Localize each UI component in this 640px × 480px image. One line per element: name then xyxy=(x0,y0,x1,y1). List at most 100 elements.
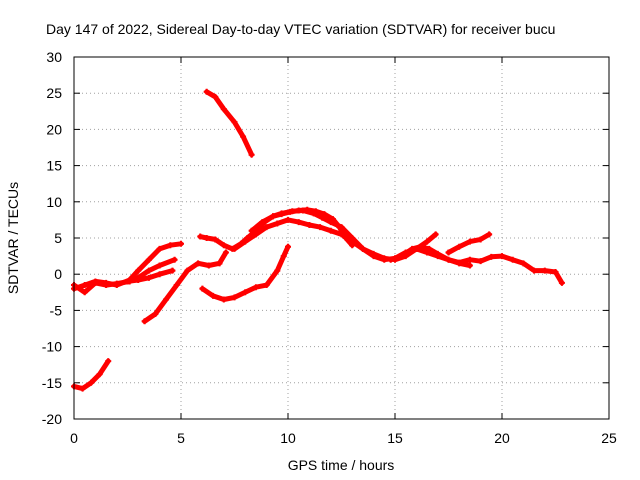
y-tick-label: 10 xyxy=(46,194,62,210)
data-point xyxy=(259,219,266,226)
tick-marks xyxy=(73,56,610,420)
data-point xyxy=(426,245,433,252)
data-point xyxy=(509,256,516,263)
data-point xyxy=(156,245,163,252)
data-point xyxy=(210,292,217,299)
data-point xyxy=(417,243,424,250)
y-tick-label: 15 xyxy=(46,158,62,174)
x-tick-label: 10 xyxy=(280,430,296,446)
data-point xyxy=(92,278,99,285)
data-point xyxy=(456,243,463,250)
data-point xyxy=(79,385,86,392)
data-point xyxy=(445,249,452,256)
data-point xyxy=(317,224,324,231)
data-point xyxy=(387,256,394,263)
data-point xyxy=(274,220,281,227)
data-point xyxy=(212,236,219,243)
data-point xyxy=(203,235,210,241)
data-point xyxy=(466,256,473,263)
data-point xyxy=(171,256,178,263)
data-point xyxy=(231,245,238,252)
data-point xyxy=(216,260,223,267)
data-point xyxy=(531,267,538,274)
data-point xyxy=(135,276,142,283)
data-point xyxy=(145,267,152,274)
series-layer xyxy=(71,88,565,392)
data-point xyxy=(486,231,493,238)
data-point xyxy=(88,379,95,386)
data-point xyxy=(141,318,148,325)
data-point xyxy=(541,267,548,274)
data-point xyxy=(220,296,227,303)
y-tick-label: 5 xyxy=(54,230,62,246)
data-point xyxy=(81,289,88,296)
data-point xyxy=(220,106,227,113)
data-point xyxy=(289,208,296,215)
x-tick-label: 0 xyxy=(70,430,78,446)
y-tick-label: 0 xyxy=(54,266,62,282)
data-point xyxy=(456,259,463,266)
data-point xyxy=(113,282,120,289)
chart-title: Day 147 of 2022, Sidereal Day-to-day VTE… xyxy=(46,21,555,37)
data-point xyxy=(248,227,255,234)
data-point xyxy=(445,256,452,263)
data-point xyxy=(197,233,204,240)
data-point xyxy=(319,214,326,221)
data-point xyxy=(558,279,565,286)
data-point xyxy=(270,213,277,220)
data-point xyxy=(248,151,255,158)
series-track-11 xyxy=(388,244,565,286)
series-track-10 xyxy=(199,244,291,302)
data-point xyxy=(409,245,416,252)
data-point xyxy=(349,235,356,241)
data-point xyxy=(231,294,238,301)
data-point xyxy=(488,253,495,260)
data-point xyxy=(520,260,527,267)
series-track-2 xyxy=(204,89,255,158)
y-tick-label: -15 xyxy=(42,375,62,391)
y-tick-label: 30 xyxy=(46,49,62,65)
data-point xyxy=(167,242,174,249)
data-point xyxy=(263,282,270,289)
x-tick-label: 15 xyxy=(387,430,403,446)
data-point xyxy=(212,93,219,100)
data-point xyxy=(278,210,285,217)
grid xyxy=(74,57,609,419)
data-point xyxy=(338,224,345,231)
data-point xyxy=(156,271,163,278)
y-tick-label: 20 xyxy=(46,121,62,137)
y-axis-label: SDTVAR / TECUs xyxy=(5,182,21,294)
data-point xyxy=(310,210,317,217)
data-point xyxy=(240,133,247,140)
data-point xyxy=(231,119,238,126)
x-tick-label: 20 xyxy=(494,430,510,446)
data-point xyxy=(252,231,259,238)
data-point xyxy=(145,256,152,263)
data-point xyxy=(103,279,110,286)
data-point xyxy=(252,284,259,291)
data-point xyxy=(370,253,377,260)
data-point xyxy=(466,262,473,269)
data-point xyxy=(285,243,291,250)
data-point xyxy=(552,269,559,276)
data-point xyxy=(135,267,142,274)
data-point xyxy=(242,289,249,296)
y-tick-label: -20 xyxy=(42,411,62,427)
data-point xyxy=(169,267,176,274)
data-point xyxy=(327,227,334,234)
data-point xyxy=(306,221,313,228)
data-point xyxy=(199,285,206,292)
data-point xyxy=(222,249,229,256)
data-point xyxy=(203,88,210,95)
data-point xyxy=(184,267,191,274)
data-point xyxy=(338,231,345,238)
data-point xyxy=(195,260,202,267)
data-point xyxy=(424,238,431,245)
series-track-12 xyxy=(446,231,492,255)
data-point xyxy=(327,219,334,226)
data-point xyxy=(299,207,306,214)
data-point xyxy=(145,274,152,281)
data-point xyxy=(381,256,388,263)
y-tick-label: 25 xyxy=(46,85,62,101)
data-point xyxy=(263,224,270,231)
